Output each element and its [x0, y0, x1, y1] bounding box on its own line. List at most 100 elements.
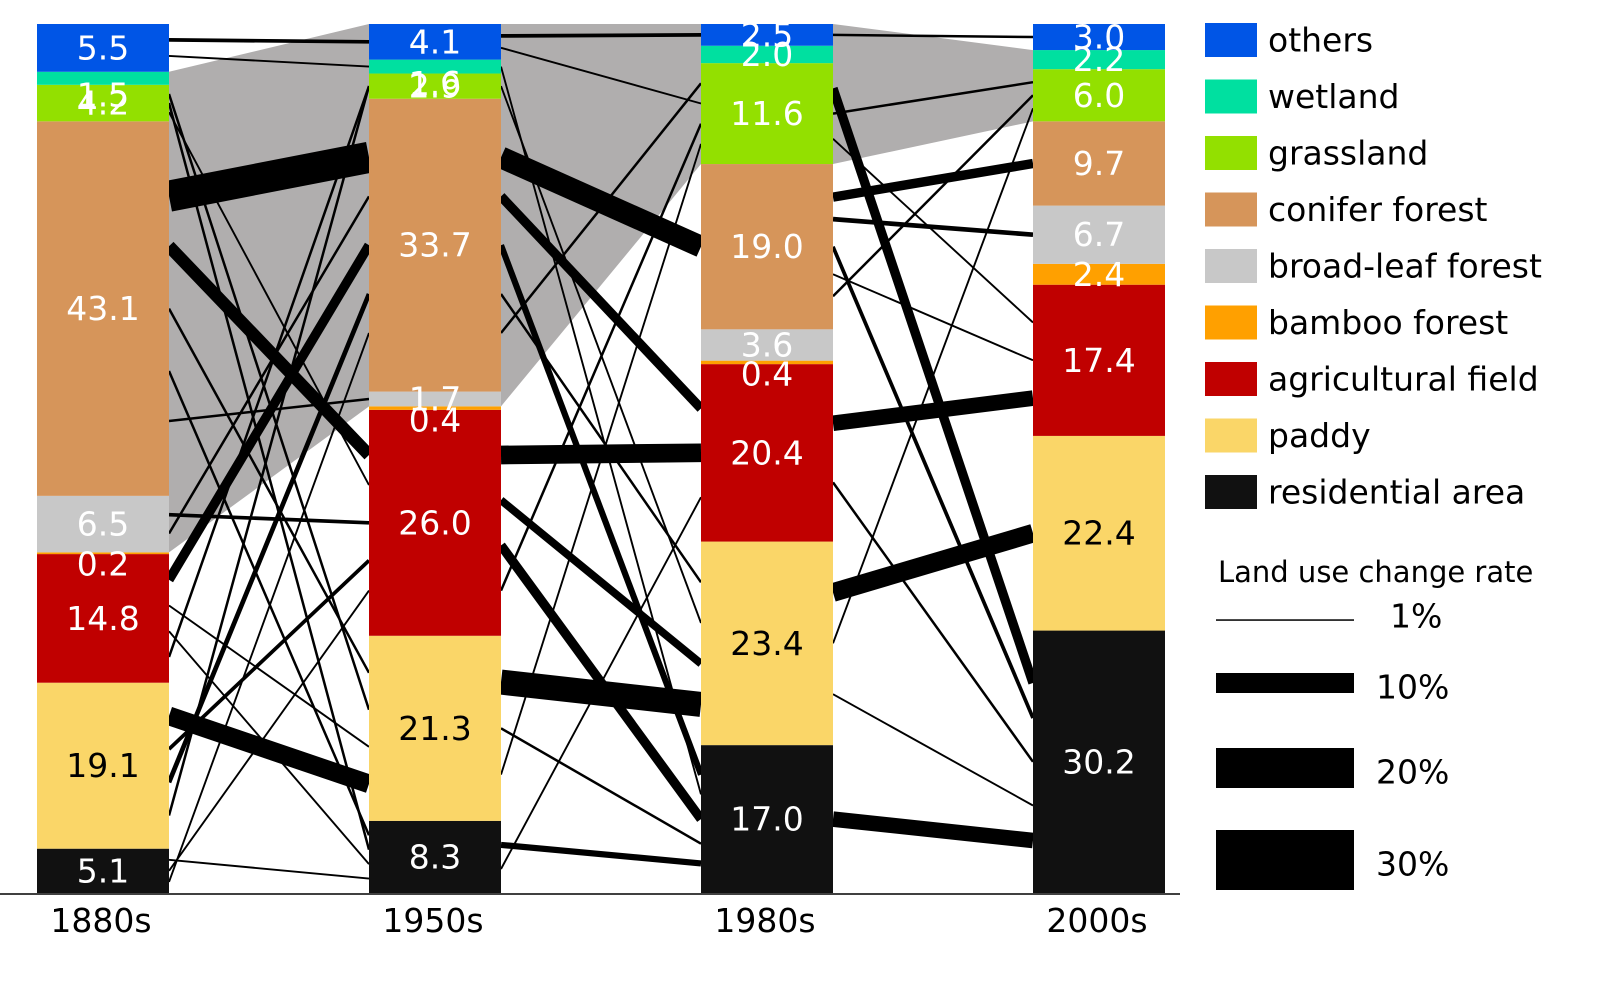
- segment-label-1950s-others: 4.1: [409, 22, 461, 61]
- flow-1980s-residential-area-to-residential-area: [832, 811, 1034, 849]
- flow-1950s-paddy-to-grassland: [500, 143, 702, 775]
- flow-1880s-others-to-wetland: [168, 54, 370, 68]
- segment-1950s-paddy: [369, 635, 501, 821]
- rate-legend-swatch-10: [1216, 673, 1354, 693]
- flow-1980s-grassland-to-grassland: [832, 80, 1034, 115]
- flow-1980s-others-to-others: [832, 33, 1034, 39]
- flow-1950s-agricultural-field-to-paddy: [498, 497, 704, 667]
- flow-1950s-conifer-forest-to-residential-area: [498, 244, 704, 776]
- segment-label-1950s-bamboo-forest: 0.4: [409, 400, 461, 439]
- flow-1980s-conifer-forest-to-conifer-forest: [832, 158, 1034, 202]
- flow-1950s-residential-area-to-residential-area: [500, 841, 702, 867]
- segment-1880s-conifer-forest: [37, 121, 169, 496]
- legend-item-paddy: paddy: [1205, 416, 1371, 455]
- flow-1880s-agricultural-field-to-paddy: [168, 604, 370, 748]
- flow-1980s-paddy-to-paddy: [830, 524, 1036, 602]
- legend-label-conifer-forest: conifer forest: [1268, 190, 1488, 229]
- segment-2000s-grassland: [1033, 69, 1165, 122]
- legend-label-bamboo-forest: bamboo forest: [1268, 303, 1508, 342]
- rate-legend-entry-20: 20%: [1216, 748, 1449, 792]
- flow-1980s-paddy-to-residential-area: [832, 693, 1034, 807]
- segment-1950s-agricultural-field: [369, 409, 501, 636]
- segment-1880s-others: [37, 24, 169, 72]
- bar-2000s: 30.2 22.4 17.4 2.46.7 9.7 6.02.23.0: [1033, 18, 1165, 893]
- flow-1880s-conifer-forest-to-agricultural-field: [164, 241, 374, 460]
- flow-1950s-conifer-forest-to-conifer-forest: [496, 147, 706, 257]
- segment-1950s-bamboo-forest: [369, 406, 501, 410]
- rate-legend-label-1: 1%: [1390, 597, 1442, 636]
- segment-label-1950s-agricultural-field: 26.0: [398, 503, 471, 542]
- flow-1980s-grassland-to-agricultural-field: [832, 138, 1034, 324]
- flow-1950s-others-to-grassland: [500, 46, 702, 105]
- flow-1880s-paddy-to-paddy: [165, 707, 373, 793]
- rate-legend-label-20: 20%: [1376, 753, 1449, 792]
- legend-swatch-grassland: [1205, 136, 1257, 170]
- segment-1980s-residential-area: [701, 745, 833, 893]
- flow-1980s-conifer-forest-to-residential-area: [831, 245, 1035, 719]
- segment-label-2000s-bamboo-forest: 2.4: [1073, 255, 1125, 294]
- segment-label-2000s-residential-area: 30.2: [1062, 742, 1135, 781]
- flow-1950s-wetland-to-residential-area: [500, 66, 702, 795]
- rate-legend-entry-10: 10%: [1216, 668, 1449, 707]
- segment-2000s-residential-area: [1033, 630, 1165, 893]
- segment-1880s-grassland: [37, 84, 169, 122]
- segment-1880s-residential-area: [37, 848, 169, 893]
- legend-swatch-others: [1205, 23, 1257, 57]
- segment-1980s-paddy: [701, 541, 833, 746]
- tick-label-1980s: 1980s: [714, 901, 815, 940]
- segment-1950s-others: [369, 24, 501, 60]
- segment-label-2000s-grassland: 6.0: [1073, 76, 1125, 115]
- segment-label-1980s-bamboo-forest: 0.4: [741, 355, 793, 394]
- rate-legend-entry-30: 30%: [1216, 830, 1449, 890]
- segment-1880s-agricultural-field: [37, 554, 169, 683]
- rate-legend-swatch-20: [1216, 748, 1354, 788]
- rate-legend-label-30: 30%: [1376, 845, 1449, 884]
- flow-1950s-others-to-others: [500, 33, 702, 38]
- segment-label-1950s-broad-leaf-forest: 1.7: [409, 380, 461, 419]
- rate-legend: Land use change rate 1% 10% 20% 30%: [1216, 555, 1533, 890]
- legend-label-residential-area: residential area: [1268, 473, 1525, 512]
- segment-label-1980s-residential-area: 17.0: [730, 800, 803, 839]
- retained-area-band-3: [833, 24, 1033, 165]
- segment-label-1950s-wetland: 1.6: [409, 64, 461, 103]
- segment-label-1880s-agricultural-field: 14.8: [66, 599, 139, 638]
- legend-item-others: others: [1205, 21, 1373, 60]
- legend-swatch-bamboo-forest: [1205, 305, 1257, 340]
- segment-label-2000s-wetland: 2.2: [1073, 40, 1125, 79]
- flow-1880s-others-to-others: [168, 38, 370, 44]
- legend-item-conifer-forest: conifer forest: [1205, 190, 1488, 229]
- flow-1880s-paddy-to-conifer-forest: [166, 293, 372, 784]
- flow-1980s-agricultural-field-to-agricultural-field: [832, 390, 1034, 432]
- legend-label-agricultural-field: agricultural field: [1268, 360, 1539, 399]
- segment-2000s-paddy: [1033, 435, 1165, 631]
- flow-1880s-residential-area-to-agricultural-field: [168, 590, 370, 872]
- segment-2000s-wetland: [1033, 50, 1165, 70]
- legend-swatch-paddy: [1205, 418, 1257, 453]
- legend-label-grassland: grassland: [1268, 134, 1428, 173]
- flow-1880s-conifer-forest-to-conifer-forest: [166, 141, 372, 212]
- flow-1880s-grassland-to-residential-area: [167, 102, 371, 851]
- segment-label-1980s-wetland: 2.0: [741, 35, 793, 74]
- flow-1950s-agricultural-field-to-grassland: [499, 123, 703, 592]
- legend-label-broad-leaf-forest: broad-leaf forest: [1268, 247, 1542, 286]
- stacked-bars-layer: 5.1 19.1 14.8 0.26.5 43.1 4.21.5 5.5 8.3 21.3 26.…: [37, 15, 1165, 893]
- legend-label-wetland: wetland: [1268, 77, 1399, 116]
- flow-1880s-conifer-forest-to-paddy: [167, 307, 371, 674]
- legend-swatch-residential-area: [1205, 475, 1257, 509]
- flow-1950s-conifer-forest-to-paddy: [499, 293, 703, 584]
- legend-item-grassland: grassland: [1205, 134, 1428, 173]
- segment-2000s-others: [1033, 24, 1165, 51]
- segment-1880s-broad-leaf-forest: [37, 495, 169, 553]
- flow-1980s-conifer-forest-to-broad-leaf-forest: [832, 216, 1034, 238]
- segment-label-1950s-paddy: 21.3: [398, 709, 471, 748]
- segment-label-2000s-broad-leaf-forest: 6.7: [1073, 215, 1125, 254]
- segment-1980s-conifer-forest: [701, 164, 833, 330]
- segment-1980s-wetland: [701, 45, 833, 64]
- segment-2000s-conifer-forest: [1033, 121, 1165, 206]
- legend-swatch-broad-leaf-forest: [1205, 249, 1257, 283]
- flow-1880s-residential-area-to-residential-area: [168, 858, 370, 880]
- retained-area-band-2: [501, 24, 701, 407]
- rate-legend-swatch-30: [1216, 830, 1354, 890]
- segment-1980s-others: [701, 24, 833, 46]
